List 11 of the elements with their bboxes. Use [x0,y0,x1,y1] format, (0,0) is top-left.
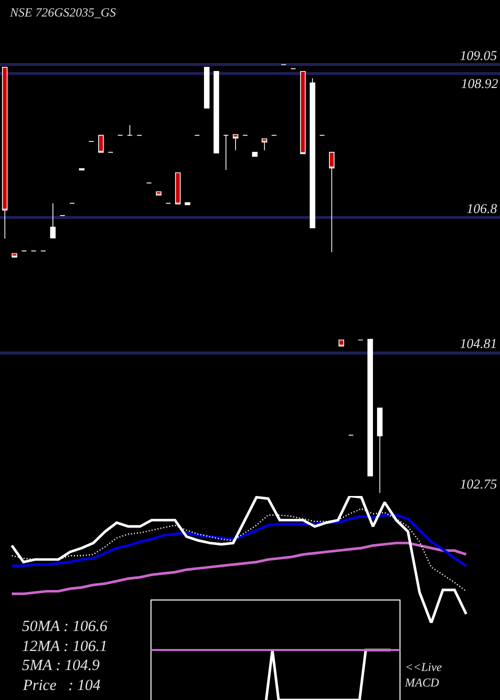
text: <<Live MACD [404,660,443,690]
y-tick-label: 104.81 [460,336,497,352]
y-tick-label: 109.05 [460,48,498,63]
ref-line-label: 108.92 [461,76,498,91]
text: 12MA : 106.1 [22,638,108,655]
text: 5MA : 104.9 [22,657,100,674]
y-tick-label: 102.75 [460,476,498,492]
text: Price : 104 [22,677,101,694]
annotation: 50MA : 106.6 [22,618,108,635]
chart-title: NSE 726GS2035_GS [9,5,117,20]
y-tick-label: 106.8 [466,200,498,216]
